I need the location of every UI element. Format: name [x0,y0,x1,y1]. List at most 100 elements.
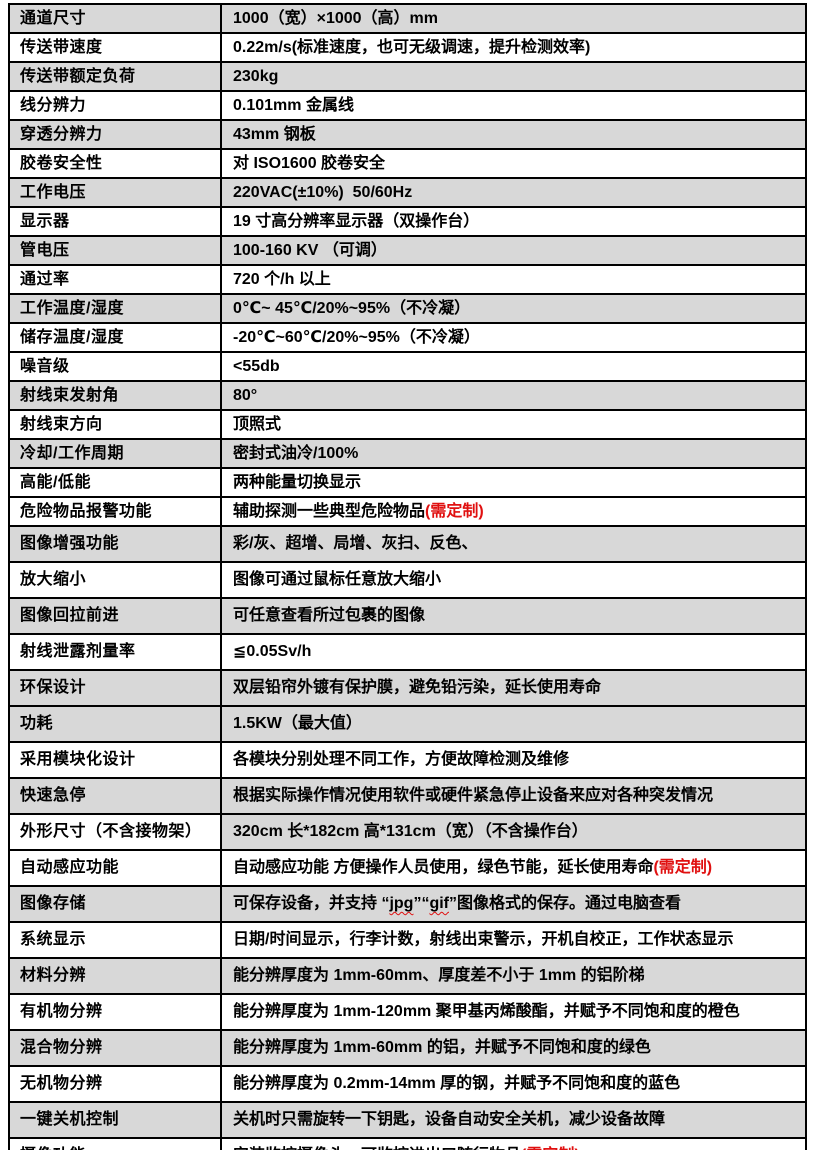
spec-value-cell: 能分辨厚度为 0.2mm-14mm 厚的钢，并赋予不同饱和度的蓝色 [220,1065,807,1103]
spec-value-text: 220VAC(±10%) 50/60Hz [233,183,413,201]
spec-value-text: 19 寸高分辨率显示器（双操作台） [233,212,480,230]
spec-row: 传送带额定负荷 230kg [8,61,807,92]
spec-label: 图像回拉前进 [20,607,120,625]
spec-value-cell: 220VAC(±10%) 50/60Hz [220,177,807,208]
spec-label: 系统显示 [20,931,87,949]
spec-label-cell: 线分辨力 [8,90,222,121]
customization-required-note: (需定制) [425,502,484,520]
spec-label-cell: 胶卷安全性 [8,148,222,179]
spec-row: 传送带速度 0.22m/s(标准速度，也可无级调速，提升检测效率) [8,32,807,63]
spec-value-text: 0℃~ 45℃/20%~95%（不冷凝） [233,299,471,317]
customization-required-note: (需定制) [653,859,713,877]
spec-row: 储存温度/湿度 -20℃~60℃/20%~95%（不冷凝） [8,322,807,353]
spec-value-text: 双层铅帘外镀有保护膜，避免铅污染，延长使用寿命 [233,679,602,697]
spec-value-cell: 1000（宽）×1000（高）mm [220,3,807,34]
spellcheck-wavy-word: gif [429,895,449,913]
spec-row: 工作温度/湿度 0℃~ 45℃/20%~95%（不冷凝） [8,293,807,324]
spec-label-cell: 采用模块化设计 [8,741,222,779]
spec-table-body: 通道尺寸 1000（宽）×1000（高）mm 传送带速度 0.22m/s(标准速… [8,3,807,1150]
spec-value-text: 230kg [233,67,279,85]
spec-label: 显示器 [20,212,70,230]
spec-label-cell: 有机物分辨 [8,993,222,1031]
spec-label: 线分辨力 [20,96,87,114]
spec-value-cell: 能分辨厚度为 1mm-120mm 聚甲基丙烯酸酯，并赋予不同饱和度的橙色 [220,993,807,1031]
spec-value-cell: 43mm 钢板 [220,119,807,150]
spec-row: 线分辨力 0.101mm 金属线 [8,90,807,121]
spec-value-text: ≦0.05Sv/h [233,643,312,661]
spec-label: 一键关机控制 [20,1111,120,1129]
spec-value-text: 密封式油冷/100% [233,444,359,462]
spec-value-text: 可任意查看所过包裹的图像 [233,607,426,625]
spec-value-cell: 密封式油冷/100% [220,438,807,469]
spec-value-cell: 彩/灰、超增、局增、灰扫、反色、 [220,525,807,563]
spec-value-text: 0.22m/s(标准速度，也可无级调速，提升检测效率) [233,38,591,56]
spec-value-text: 320cm 长*182cm 高*131cm（宽）（不含操作台） [233,823,588,841]
spec-row: 穿透分辨力 43mm 钢板 [8,119,807,150]
spec-label-cell: 功耗 [8,705,222,743]
spec-value-text: 图像可通过鼠标任意放大缩小 [233,571,442,589]
spec-label: 混合物分辨 [20,1039,103,1057]
spec-label: 冷却/工作周期 [20,444,124,462]
spec-label-cell: 高能/低能 [8,467,222,498]
spec-value-cell: 能分辨厚度为 1mm-60mm 的铝，并赋予不同饱和度的绿色 [220,1029,807,1067]
spec-value-text: -20℃~60℃/20%~95%（不冷凝） [233,328,480,346]
spec-value-cell: 对 ISO1600 胶卷安全 [220,148,807,179]
spec-row: 射线束方向 顶照式 [8,409,807,440]
spec-value-cell: 320cm 长*182cm 高*131cm（宽）（不含操作台） [220,813,807,851]
spec-label-cell: 材料分辨 [8,957,222,995]
spec-label-cell: 工作电压 [8,177,222,208]
spec-value-cell: 辅助探测一些典型危险物品(需定制) [220,496,807,527]
spec-value-text: 根据实际操作情况使用软件或硬件紧急停止设备来应对各种突发情况 [233,787,714,805]
spec-row: 图像增强功能 彩/灰、超增、局增、灰扫、反色、 [8,525,807,563]
spec-value-text: 能分辨厚度为 1mm-120mm 聚甲基丙烯酸酯，并赋予不同饱和度的橙色 [233,1003,740,1021]
spec-value-text: 各模块分别处理不同工作，方便故障检测及维修 [233,751,570,769]
spec-value-text: 关机时只需旋转一下钥匙，设备自动安全关机，减少设备故障 [233,1111,666,1129]
spec-value-text: 能分辨厚度为 1mm-60mm、厚度差不小于 1mm 的铝阶梯 [233,967,645,985]
spec-label: 自动感应功能 [20,859,120,877]
spec-label: 射线束发射角 [20,386,120,404]
spec-value-cell: 1.5KW（最大值） [220,705,807,743]
spec-label-cell: 显示器 [8,206,222,237]
spec-value-cell: 可任意查看所过包裹的图像 [220,597,807,635]
spec-value-cell: 0.101mm 金属线 [220,90,807,121]
spec-row: 冷却/工作周期 密封式油冷/100% [8,438,807,469]
spec-value-cell: 安装监控摄像头，可监控进出口随行物品(需定制) [220,1137,807,1150]
spec-label-cell: 系统显示 [8,921,222,959]
customization-required-note: (需定制) [521,1147,580,1150]
spec-label-cell: 摄像功能 [8,1137,222,1150]
spec-row: 管电压 100-160 KV （可调） [8,235,807,266]
spec-label-cell: 传送带速度 [8,32,222,63]
spec-value-text: 辅助探测一些典型危险物品 [233,502,426,520]
spec-label-cell: 噪音级 [8,351,222,382]
spec-label-cell: 自动感应功能 [8,849,222,887]
spec-label: 管电压 [20,241,70,259]
spec-value-text: 可保存设备，并支持 “ [233,895,390,913]
spec-row: 无机物分辨 能分辨厚度为 0.2mm-14mm 厚的钢，并赋予不同饱和度的蓝色 [8,1065,807,1103]
spec-label-cell: 工作温度/湿度 [8,293,222,324]
spec-value-text: 720 个/h 以上 [233,270,331,288]
spec-label-cell: 外形尺寸（不含接物架） [8,813,222,851]
spec-row: 危险物品报警功能 辅助探测一些典型危险物品(需定制) [8,496,807,527]
spec-value-cell: 两种能量切换显示 [220,467,807,498]
spec-label-cell: 图像存储 [8,885,222,923]
spec-label: 通过率 [20,270,70,288]
spec-label-cell: 通道尺寸 [8,3,222,34]
spec-row: 采用模块化设计 各模块分别处理不同工作，方便故障检测及维修 [8,741,807,779]
spec-label: 工作电压 [20,183,87,201]
spec-label: 穿透分辨力 [20,125,103,143]
spec-label: 传送带速度 [20,38,103,56]
spec-label: 噪音级 [20,357,70,375]
spec-row: 射线束发射角 80° [8,380,807,411]
spec-label: 储存温度/湿度 [20,328,124,346]
spec-row: 环保设计 双层铅帘外镀有保护膜，避免铅污染，延长使用寿命 [8,669,807,707]
spec-label: 射线泄露剂量率 [20,643,136,661]
spec-value-cell: 720 个/h 以上 [220,264,807,295]
spec-value-text: ”“ [413,895,430,913]
spec-label-cell: 射线束方向 [8,409,222,440]
spec-value-cell: 230kg [220,61,807,92]
spec-value-text: 两种能量切换显示 [233,473,362,491]
spec-label: 射线束方向 [20,415,103,433]
spec-value-cell: <55db [220,351,807,382]
spec-value-cell: 80° [220,380,807,411]
